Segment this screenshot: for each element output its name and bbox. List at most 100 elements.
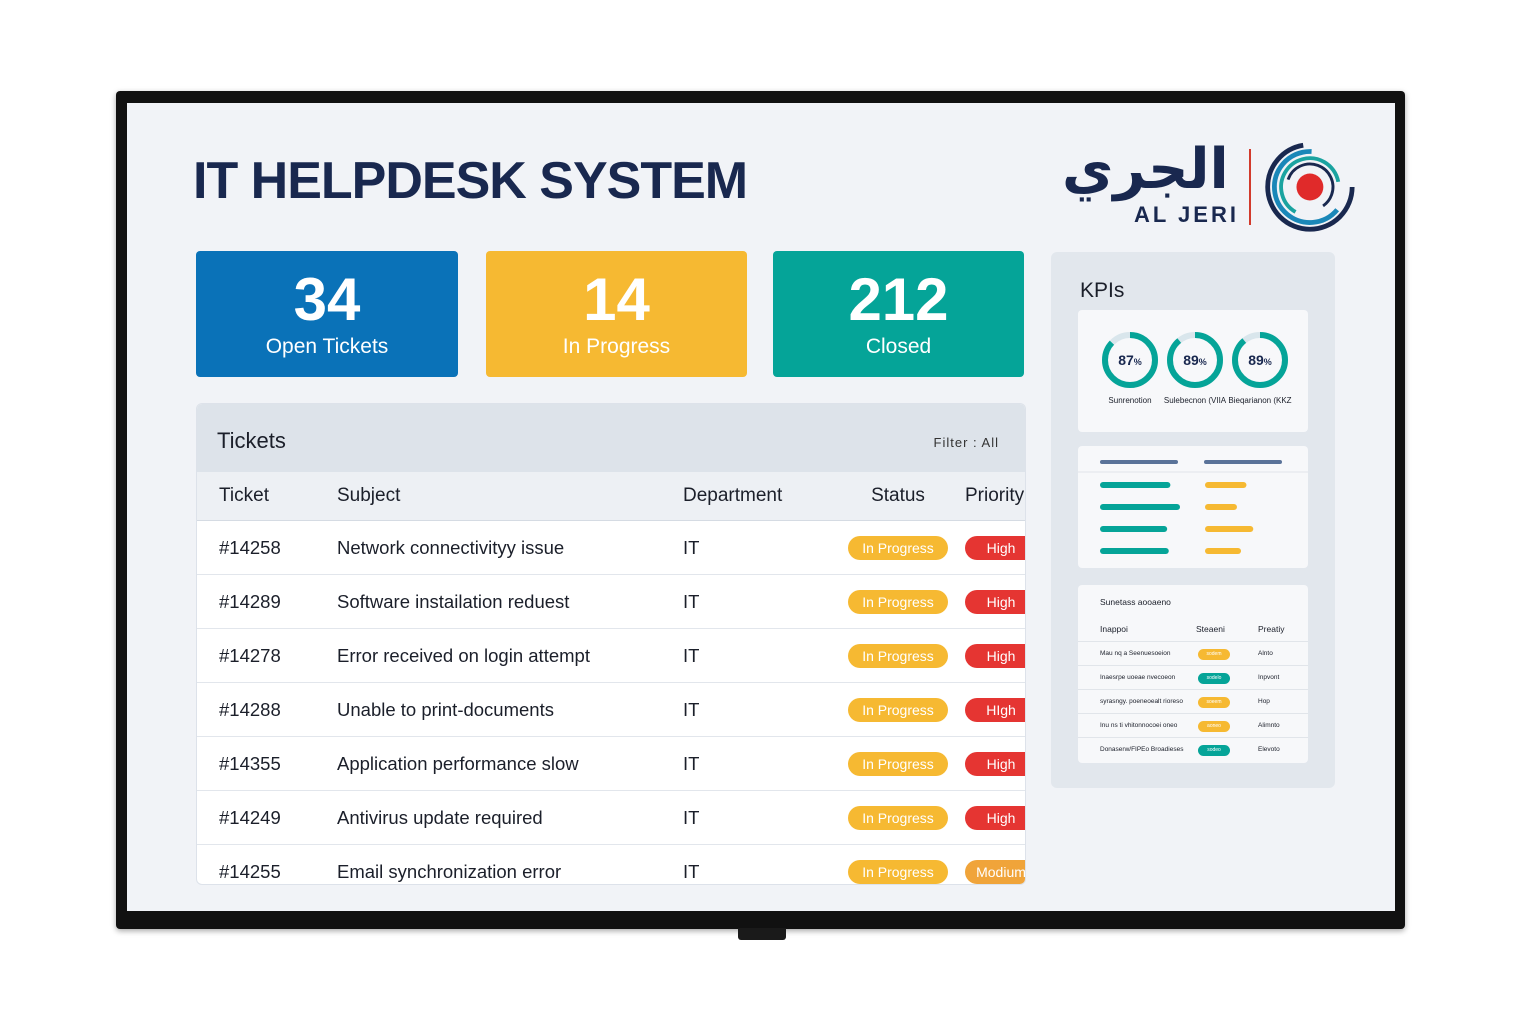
column-header-status[interactable]: Status (832, 472, 964, 521)
mini-table-title: Sunetass aooaeno (1100, 597, 1171, 607)
column-header-department[interactable]: Department (682, 472, 832, 521)
table-row[interactable]: #14289 Software instailation reduest IT In … (197, 574, 1025, 629)
kpi-bar-right (1205, 504, 1237, 510)
status-badge: In Progress (848, 535, 948, 560)
kpi-bars-chart (1078, 460, 1308, 554)
ticket-subject: Email synchronization error (337, 860, 562, 882)
company-logo: الجري AL JERI (1057, 137, 1357, 237)
ticket-department: IT (683, 860, 700, 882)
ticket-department: IT (682, 736, 832, 791)
ticket-subject: Software instailation reduest (336, 574, 682, 629)
ticket-subject: Unable to print-documents (336, 682, 682, 737)
kpi-bar-right (1205, 482, 1247, 488)
tickets-title: Tickets (217, 428, 286, 453)
ticket-priority-cell: HIgh (964, 682, 1025, 737)
ticket-department: IT (682, 790, 832, 845)
priority-badge: High (965, 643, 1025, 668)
priority-badge: High (965, 535, 1025, 560)
stat-open-tickets[interactable]: 34 Open Tickets (196, 251, 458, 377)
mini-table-row: Donaserw/FIPEo Broadieses sodeo Elevoto (1078, 737, 1308, 762)
table-row[interactable]: #14355 Application performance slow IT In P… (197, 736, 1025, 791)
mini-table-status-badge: sodeo (1198, 745, 1230, 756)
stat-label: Closed (865, 335, 932, 358)
stat-closed[interactable]: 212 Closed (773, 251, 1024, 377)
mini-table-subject: Donaserw/FIPEo Broadieses (1100, 746, 1184, 753)
table-row[interactable]: #14255 Email synchronization error IT In Pr… (197, 845, 1025, 885)
kpi-ring-number: 89 (1183, 352, 1199, 368)
kpi-bar-right (1205, 548, 1242, 554)
mini-table-status-badge: sodelo (1198, 673, 1230, 684)
column-header-subject[interactable]: Subject (336, 472, 682, 521)
ticket-department: IT (682, 520, 832, 575)
ticket-status-cell: In Progress (832, 790, 964, 845)
ticket-status-cell: In Progress (832, 736, 964, 791)
mini-table-subject: Inu ns ti vhitonnocoei oneo (1100, 722, 1178, 729)
ticket-status-cell: In Progress (832, 628, 964, 683)
stat-value: 14 (583, 266, 650, 333)
kpi-bar-left (1100, 504, 1180, 510)
logo-divider (1249, 149, 1251, 225)
mini-table-status-badge: aoneo (1198, 721, 1230, 732)
ticket-id: #14288 (197, 682, 336, 737)
table-row[interactable]: #14278 Error received on login attempt IT I… (197, 628, 1025, 683)
kpi-bar-left (1100, 548, 1169, 554)
table-row[interactable]: #14288 Unable to print-documents IT In Prog… (197, 682, 1025, 737)
kpi-ring-number: 89 (1248, 352, 1264, 368)
ticket-department: IT (682, 574, 832, 629)
status-badge: In Progress (848, 643, 948, 668)
logo-swirl-icon (1265, 142, 1355, 232)
ticket-priority-cell: High (964, 520, 1025, 575)
kpi-ring-label: Sunrenotion (1108, 396, 1152, 405)
mini-table-header-priority: Preatiy (1258, 624, 1285, 634)
logo-arabic-text: الجري (1062, 137, 1229, 202)
mini-table-row: Mau nq a Seenuesoeion sodem Alnto (1078, 641, 1308, 666)
kpi-rings-card: 87% Sunrenotion 89% Sulebecnon (VIIA 89% Bieq… (1078, 310, 1308, 432)
ticket-priority-cell: High (964, 790, 1025, 845)
mini-table-header-subject: Inappoi (1100, 624, 1128, 634)
ticket-priority-cell: High (964, 628, 1025, 683)
priority-badge: High (965, 751, 1025, 776)
kpi-bar-left (1100, 526, 1168, 532)
status-badge: In Progress (848, 697, 948, 722)
kpi-ring-number: 87 (1118, 352, 1134, 368)
ticket-id: #14355 (197, 736, 336, 791)
tickets-table: Ticket Subject Department Status Priorit… (197, 472, 1025, 885)
dashboard-screen: IT HELPDESK SYSTEM الجري AL JERI 34 Open… (127, 103, 1395, 911)
table-row[interactable]: #14258 Network connectivityy issue IT In Pr… (197, 520, 1025, 575)
mini-table-status-badge: soeem (1198, 697, 1230, 708)
ticket-status-cell: In Progress (832, 520, 964, 575)
mini-table-priority: Inpvont (1258, 674, 1280, 681)
kpi-ring-unit: % (1199, 357, 1207, 367)
ticket-status-cell: In Progress (832, 574, 964, 629)
mini-table-row: syrasngy. poeneoealt rioreso soeem Hop (1078, 689, 1308, 714)
column-header-priority[interactable]: Priority (964, 472, 1025, 521)
tickets-header: Tickets Filter : All (197, 404, 1025, 472)
priority-badge: Modium (965, 859, 1025, 884)
kpi-mini-table: Sunetass aooaeno Inappoi Steaeni Preatiy… (1078, 585, 1308, 763)
kpi-ring-fill (1102, 332, 1158, 388)
status-badge: In Progress (848, 589, 948, 614)
table-row[interactable]: #14249 Antivirus update required IT In Prog… (197, 790, 1025, 845)
kpi-ring-fill (1167, 332, 1223, 388)
ticket-priority-cell: High (964, 574, 1025, 629)
ticket-subject: Application performance slow (336, 736, 682, 791)
mini-table-subject: syrasngy. poeneoealt rioreso (1100, 698, 1183, 705)
ticket-id: #14255 (219, 860, 281, 882)
column-header-ticket[interactable]: Ticket (197, 472, 336, 521)
stat-in-progress[interactable]: 14 In Progress (486, 251, 747, 377)
mini-table-priority: Elevoto (1258, 746, 1280, 753)
ticket-subject: Error received on login attempt (336, 628, 682, 683)
mini-table-priority: Alnto (1258, 650, 1273, 657)
kpi-ring-value: 89% (1183, 352, 1207, 368)
mini-table-header-status: Steaeni (1196, 624, 1225, 634)
tickets-filter[interactable]: Filter : All (933, 435, 999, 450)
priority-badge: High (965, 805, 1025, 830)
kpi-ring-unit: % (1134, 357, 1142, 367)
ticket-status-cell: In Progress (832, 845, 964, 885)
status-badge: In Progress (848, 859, 948, 884)
kpi-ring-value: 87% (1118, 352, 1142, 368)
ticket-priority-cell: Modium (964, 845, 1025, 885)
kpi-ring: 89% (1167, 332, 1223, 388)
ticket-subject: Network connectivityy issue (336, 520, 682, 575)
kpi-ring-fill (1232, 332, 1288, 388)
